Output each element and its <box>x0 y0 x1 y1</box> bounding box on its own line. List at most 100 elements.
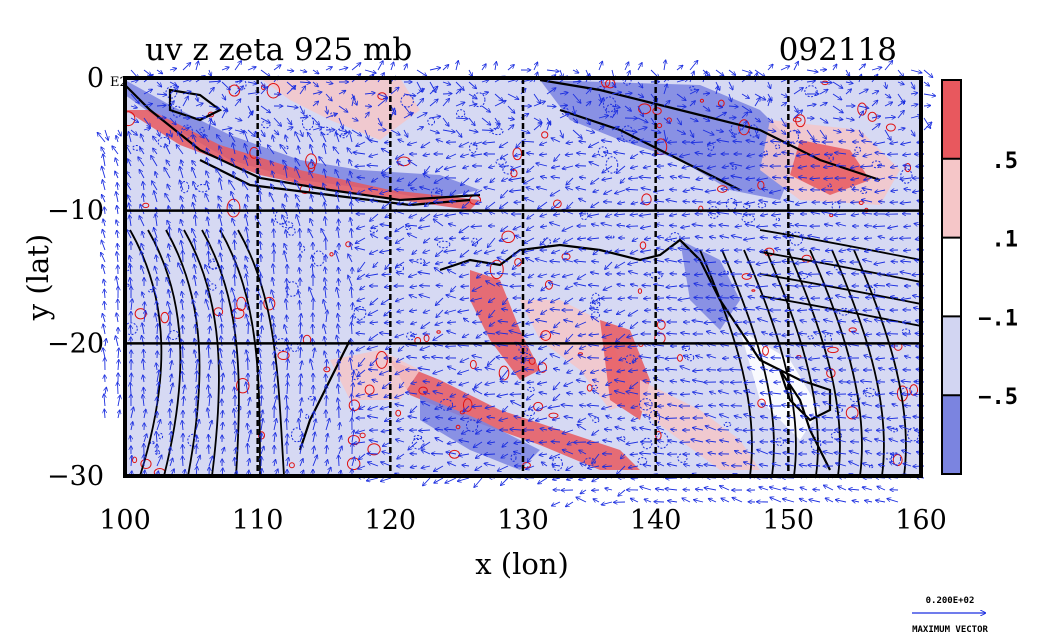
vorticity-contour <box>807 335 815 340</box>
wind-vector <box>182 91 191 94</box>
wind-vector <box>208 252 209 263</box>
vorticity-contour <box>208 283 217 291</box>
wind-vector <box>141 251 145 263</box>
vorticity-contour <box>411 437 425 450</box>
height-contour <box>743 249 797 476</box>
wind-vector <box>245 144 249 155</box>
wind-vector <box>105 339 106 347</box>
wind-vector <box>351 394 352 407</box>
vorticity-contour <box>652 107 662 115</box>
vorticity-contour <box>763 150 768 157</box>
wind-vector <box>178 132 184 143</box>
wind-vector <box>233 360 235 371</box>
wind-vector <box>234 86 243 95</box>
wind-vector <box>260 105 270 113</box>
wind-vector <box>141 134 145 143</box>
wind-vector <box>104 129 108 140</box>
wind-vector <box>196 61 198 71</box>
wind-vector <box>196 371 197 383</box>
wind-vector <box>220 349 222 359</box>
wind-vector <box>143 194 144 203</box>
wind-vector <box>602 501 613 505</box>
wind-vector <box>273 65 281 71</box>
wind-vector <box>142 232 144 239</box>
wind-vector <box>259 348 261 359</box>
colorbar-segment <box>942 158 961 238</box>
wind-vector <box>581 489 587 494</box>
wind-vector <box>116 313 118 323</box>
wind-vector <box>153 148 158 155</box>
wind-vector <box>259 371 261 383</box>
wind-vector <box>131 456 132 467</box>
wind-vector <box>206 290 209 299</box>
colorbar-segment <box>942 316 961 396</box>
wind-vector <box>689 61 697 71</box>
vorticity-contour <box>514 258 522 267</box>
wind-vector <box>719 274 730 275</box>
wind-vector <box>879 201 886 202</box>
wind-vector <box>540 442 548 443</box>
wind-vector <box>155 214 157 227</box>
wind-vector <box>170 349 171 359</box>
wind-vector <box>102 167 106 179</box>
vorticity-contour <box>831 201 841 212</box>
wind-vector <box>495 62 496 71</box>
wind-vector <box>338 455 339 467</box>
wind-vector <box>272 136 274 143</box>
vorticity-contour <box>669 232 681 242</box>
wind-vector <box>592 477 600 481</box>
wind-vector <box>206 171 209 179</box>
wind-vector <box>257 157 262 167</box>
wind-vector <box>195 325 196 335</box>
wind-vector <box>694 500 704 502</box>
wind-vector <box>260 232 261 239</box>
y-axis-exponent: E2 <box>110 75 128 90</box>
wind-vector <box>783 488 795 490</box>
wind-vector <box>166 278 171 287</box>
wind-vector <box>709 499 717 503</box>
wind-vector <box>866 297 873 298</box>
wind-vector <box>232 288 236 299</box>
wind-vector <box>126 183 132 191</box>
wind-vector <box>826 498 834 503</box>
wind-vector <box>182 63 190 71</box>
wind-vector <box>231 192 236 203</box>
wind-vector <box>129 203 131 215</box>
vorticity-contour <box>699 98 705 103</box>
wind-vector <box>157 129 160 136</box>
wind-vector <box>102 265 105 275</box>
wind-vector <box>167 134 171 143</box>
wind-vector <box>143 69 151 75</box>
wind-vector <box>261 396 262 407</box>
chart-title: uv z zeta 925 mb <box>145 32 412 68</box>
wind-vector <box>234 275 235 287</box>
vorticity-contour <box>125 322 138 336</box>
wind-vector <box>876 500 886 502</box>
wind-vector <box>273 396 277 407</box>
wind-vector <box>166 160 171 167</box>
vorticity-contour <box>830 431 843 440</box>
wind-vector <box>192 161 197 167</box>
y-axis-ticks: 0 −10 −20 −30 <box>47 63 104 492</box>
wind-vector <box>195 117 206 118</box>
wind-vector <box>245 257 248 263</box>
wind-vector <box>770 487 782 491</box>
wind-vector <box>355 166 366 167</box>
wind-vector <box>770 497 782 503</box>
wind-vector <box>338 268 339 275</box>
wind-vector <box>128 132 131 143</box>
wind-vector <box>806 70 818 72</box>
wind-vector <box>130 93 139 103</box>
wind-vector <box>101 253 106 263</box>
height-contour <box>759 229 921 261</box>
wind-vector <box>721 498 730 503</box>
wind-vector <box>182 300 183 311</box>
wind-vector <box>533 63 537 71</box>
wind-vector <box>710 178 717 179</box>
wind-vector <box>221 81 230 90</box>
wind-vector <box>221 128 231 130</box>
vorticity-contour <box>824 333 832 345</box>
wind-vector <box>208 346 209 359</box>
wind-vector <box>270 161 275 167</box>
vorticity-contour <box>196 184 210 193</box>
